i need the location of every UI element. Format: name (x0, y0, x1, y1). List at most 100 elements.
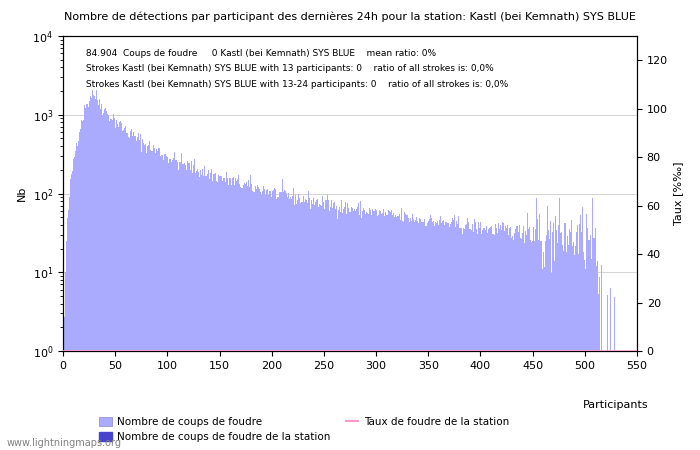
Bar (345, 202, 346, 450)
Bar (156, 149, 158, 450)
Bar (145, 144, 146, 450)
Bar (172, 159, 173, 450)
Bar (103, 113, 104, 450)
Bar (511, 238, 512, 450)
Bar (502, 222, 503, 450)
Bar (395, 215, 396, 450)
Bar (185, 165, 186, 450)
Bar (140, 135, 141, 450)
Bar (279, 192, 281, 450)
Bar (356, 209, 357, 450)
Bar (552, 232, 553, 450)
Bar (97, 99, 98, 450)
Bar (149, 141, 150, 450)
Bar (101, 104, 102, 450)
Bar (507, 225, 508, 450)
Bar (202, 169, 204, 450)
Bar (198, 172, 200, 450)
Bar (427, 223, 428, 450)
Bar (96, 90, 97, 450)
Bar (595, 228, 596, 450)
Bar (74, 157, 75, 450)
Bar (71, 174, 72, 450)
Bar (304, 198, 306, 450)
Bar (295, 195, 296, 450)
Bar (503, 223, 504, 450)
Bar (358, 203, 359, 450)
Bar (94, 96, 95, 450)
Bar (582, 207, 583, 450)
Bar (158, 148, 160, 450)
Bar (411, 221, 412, 450)
Bar (530, 240, 531, 450)
Bar (80, 129, 81, 450)
Bar (557, 243, 558, 450)
Bar (424, 219, 425, 450)
Bar (108, 116, 109, 450)
Bar (452, 218, 453, 450)
Bar (513, 240, 514, 450)
Bar (197, 169, 198, 450)
Bar (365, 213, 366, 450)
Bar (347, 203, 349, 450)
Bar (531, 242, 532, 450)
Bar (462, 234, 463, 450)
Bar (482, 230, 483, 450)
Bar (94, 99, 96, 450)
Bar (409, 221, 410, 450)
Bar (578, 254, 579, 450)
Bar (456, 221, 457, 450)
Bar (540, 241, 542, 450)
Bar (428, 221, 429, 450)
Bar (334, 202, 335, 450)
Bar (199, 176, 200, 450)
Bar (407, 215, 408, 450)
Bar (593, 238, 594, 450)
Bar (309, 198, 310, 450)
Bar (119, 122, 120, 450)
Bar (487, 233, 489, 450)
Bar (562, 244, 564, 450)
Bar (138, 133, 139, 450)
Bar (109, 122, 111, 450)
Text: Strokes Kastl (bei Kemnath) SYS BLUE with 13-24 participants: 0    ratio of all : Strokes Kastl (bei Kemnath) SYS BLUE wit… (83, 80, 508, 89)
Bar (330, 199, 332, 450)
Bar (338, 210, 339, 450)
Bar (162, 160, 164, 450)
Bar (608, 351, 609, 450)
Bar (547, 207, 548, 450)
Bar (120, 122, 121, 450)
Bar (506, 228, 507, 450)
Bar (613, 297, 615, 450)
Bar (505, 226, 506, 450)
Bar (431, 217, 432, 450)
Bar (68, 210, 69, 450)
Bar (362, 211, 363, 450)
Bar (115, 128, 116, 450)
Bar (127, 133, 128, 450)
Bar (290, 197, 291, 450)
Bar (121, 123, 122, 450)
Bar (634, 351, 636, 450)
Bar (88, 108, 89, 450)
Text: www.lightningmaps.org: www.lightningmaps.org (7, 438, 122, 448)
Bar (439, 220, 440, 450)
Legend: Nombre de coups de foudre, Nombre de coups de foudre de la station, Taux de foud: Nombre de coups de foudre, Nombre de cou… (95, 413, 513, 446)
Bar (584, 260, 585, 450)
Bar (226, 172, 228, 450)
Bar (560, 234, 561, 450)
Bar (91, 98, 92, 450)
Bar (168, 162, 169, 450)
Bar (342, 213, 343, 450)
Bar (374, 209, 376, 450)
Bar (341, 200, 342, 450)
Bar (230, 185, 232, 450)
Bar (200, 170, 202, 450)
Bar (534, 241, 536, 450)
Bar (244, 183, 245, 450)
Bar (310, 209, 311, 450)
Bar (296, 204, 297, 450)
Bar (81, 120, 83, 450)
Bar (89, 101, 90, 450)
Bar (217, 182, 218, 450)
